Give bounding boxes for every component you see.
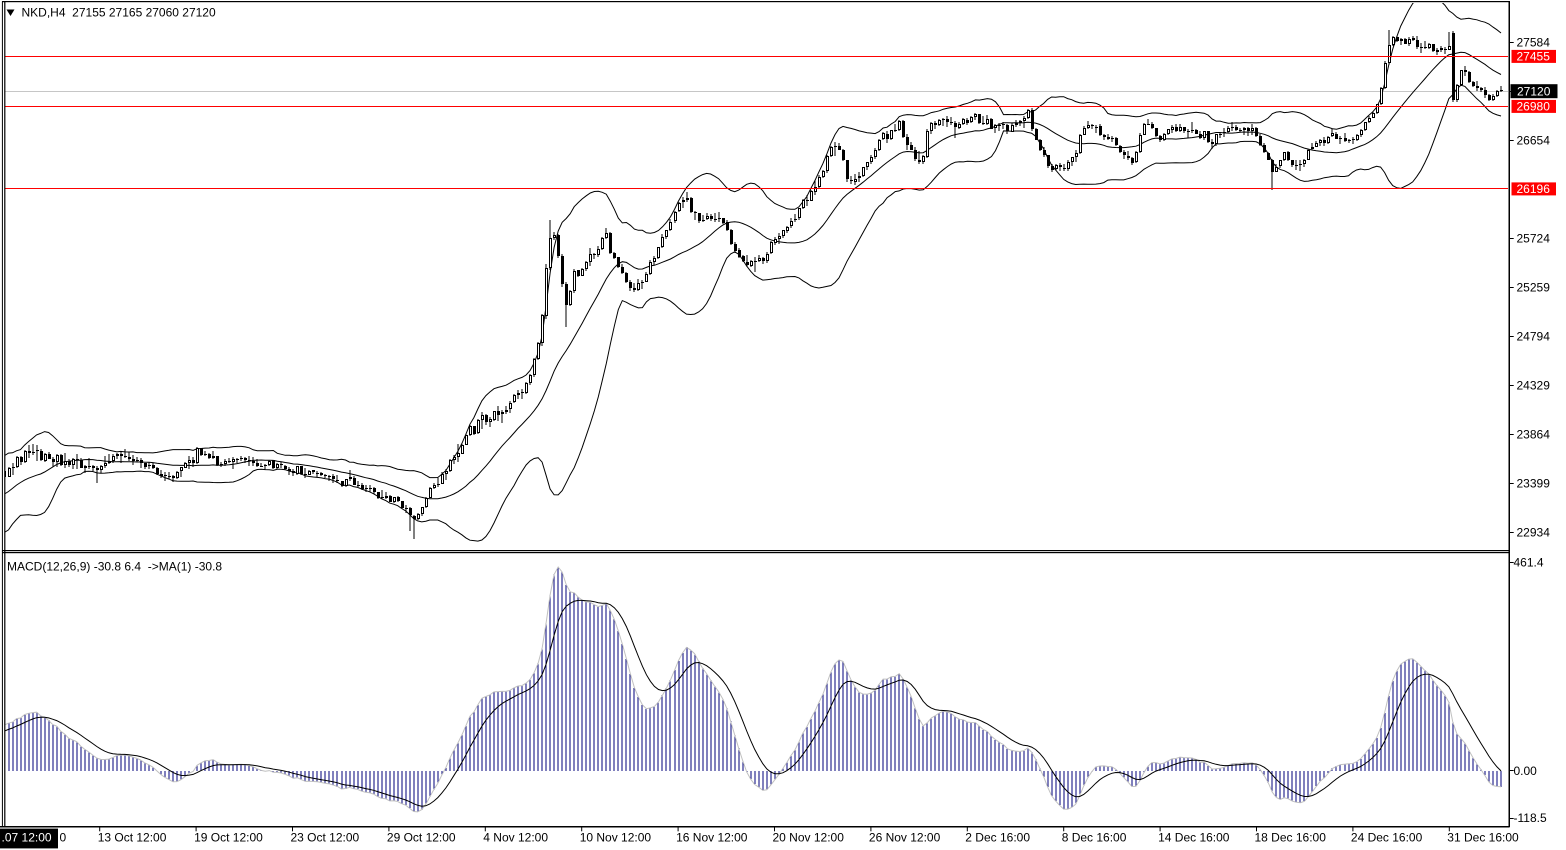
svg-text:2 Dec 16:00: 2 Dec 16:00 [965, 831, 1030, 845]
svg-text:14 Dec 16:00: 14 Dec 16:00 [1158, 831, 1230, 845]
svg-text:24794: 24794 [1517, 330, 1551, 344]
svg-text:25259: 25259 [1517, 281, 1551, 295]
svg-text:26196: 26196 [1517, 182, 1551, 196]
svg-text:MACD(12,26,9) -30.8 6.4 ->MA(: MACD(12,26,9) -30.8 6.4 ->MA(1) -30.8 [7, 560, 222, 574]
svg-text:29 Oct 12:00: 29 Oct 12:00 [387, 831, 456, 845]
svg-text:23399: 23399 [1517, 476, 1551, 490]
svg-text:16 Nov 12:00: 16 Nov 12:00 [676, 831, 748, 845]
svg-text:13 Oct 12:00: 13 Oct 12:00 [98, 831, 167, 845]
svg-text:24329: 24329 [1517, 378, 1551, 392]
svg-text:31 Dec 16:00: 31 Dec 16:00 [1447, 831, 1519, 845]
svg-text:8 Dec 16:00: 8 Dec 16:00 [1062, 831, 1127, 845]
svg-text:19 Oct 12:00: 19 Oct 12:00 [194, 831, 263, 845]
svg-text:27584: 27584 [1517, 36, 1551, 50]
svg-text:NKD,H4 27155 27165 27060 2712: NKD,H4 27155 27165 27060 27120 [22, 6, 216, 20]
svg-text:461.4: 461.4 [1514, 556, 1544, 570]
svg-text:26 Nov 12:00: 26 Nov 12:00 [869, 831, 941, 845]
svg-text:26654: 26654 [1517, 134, 1551, 148]
svg-text:0: 0 [60, 831, 67, 845]
svg-text:4 Nov 12:00: 4 Nov 12:00 [483, 831, 548, 845]
svg-text:.07 12:00: .07 12:00 [2, 831, 52, 845]
svg-text:-118.5: -118.5 [1514, 811, 1547, 825]
svg-text:23864: 23864 [1517, 427, 1551, 441]
svg-text:18 Dec 16:00: 18 Dec 16:00 [1255, 831, 1327, 845]
svg-text:25724: 25724 [1517, 232, 1551, 246]
svg-text:10 Nov 12:00: 10 Nov 12:00 [580, 831, 652, 845]
svg-text:20 Nov 12:00: 20 Nov 12:00 [773, 831, 845, 845]
svg-text:27120: 27120 [1517, 85, 1551, 99]
svg-text:27455: 27455 [1517, 50, 1551, 64]
svg-text:26980: 26980 [1517, 100, 1551, 114]
svg-text:24 Dec 16:00: 24 Dec 16:00 [1351, 831, 1423, 845]
svg-text:0.00: 0.00 [1514, 764, 1538, 778]
svg-text:23 Oct 12:00: 23 Oct 12:00 [291, 831, 360, 845]
svg-text:22934: 22934 [1517, 525, 1551, 539]
